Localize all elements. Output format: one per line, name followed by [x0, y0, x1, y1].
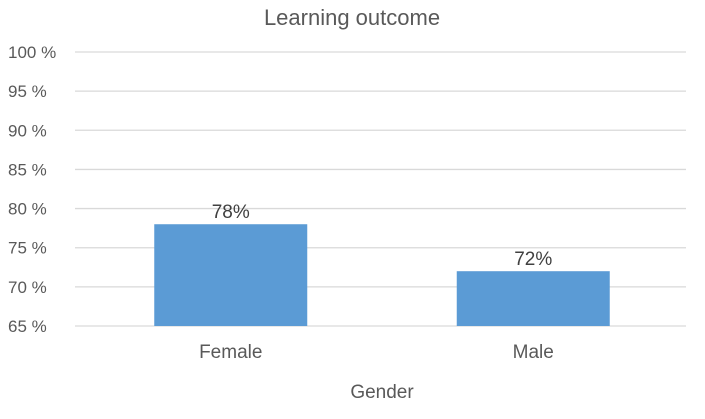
- bar-male: [456, 271, 610, 326]
- x-tick-label: Male: [513, 342, 554, 363]
- y-tick-label: 70 %: [8, 278, 47, 297]
- x-axis-label: Gender: [350, 382, 414, 403]
- data-label: 78%: [212, 202, 250, 223]
- bar-female: [154, 224, 308, 326]
- y-tick-label: 90 %: [8, 121, 47, 140]
- x-tick-label: Female: [199, 342, 262, 363]
- y-tick-label: 65 %: [8, 317, 47, 336]
- y-tick-label: 85 %: [8, 160, 47, 179]
- y-tick-label: 75 %: [8, 239, 47, 258]
- y-tick-label: 100 %: [8, 43, 56, 62]
- chart-title: Learning outcome: [264, 5, 440, 30]
- y-tick-label: 95 %: [8, 82, 47, 101]
- data-label: 72%: [514, 249, 552, 270]
- y-tick-label: 80 %: [8, 200, 47, 219]
